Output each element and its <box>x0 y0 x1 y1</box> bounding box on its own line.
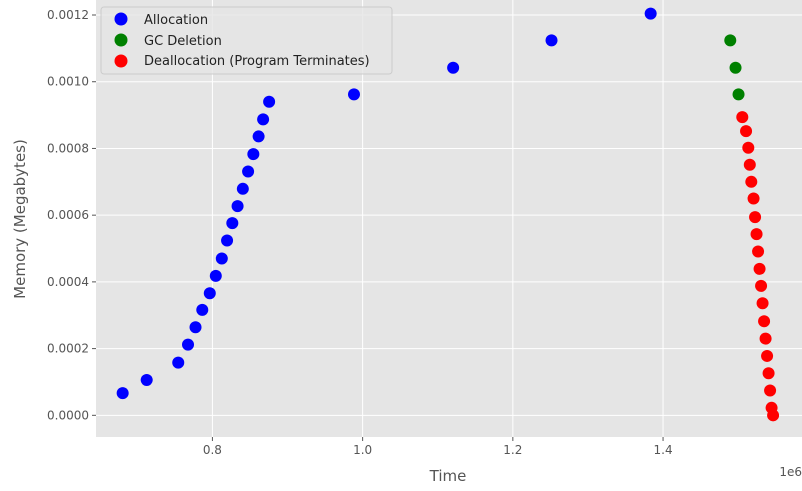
y-tick-label: 0.0000 <box>47 408 89 422</box>
data-point-allocation <box>257 113 270 126</box>
data-point-allocation <box>203 287 216 300</box>
data-point-allocation <box>545 34 558 47</box>
data-point-allocation <box>226 217 239 230</box>
data-point-gc-deletion <box>729 61 742 74</box>
legend-box <box>100 6 393 75</box>
data-point-deallocation-program-terminates <box>736 111 749 124</box>
y-tick-label: 0.0010 <box>47 75 89 89</box>
x-tick-label: 1.4 <box>654 443 673 457</box>
data-point-allocation <box>347 88 360 101</box>
data-points <box>116 7 780 422</box>
data-point-deallocation-program-terminates <box>745 175 758 188</box>
data-point-deallocation-program-terminates <box>762 367 775 380</box>
data-point-allocation <box>644 7 657 20</box>
y-tick-label: 0.0012 <box>47 8 89 22</box>
legend-label-allocation: Allocation <box>144 13 208 28</box>
data-point-deallocation-program-terminates <box>767 409 780 422</box>
data-point-allocation <box>189 321 202 334</box>
data-point-deallocation-program-terminates <box>755 279 768 292</box>
data-point-allocation <box>116 387 129 400</box>
data-point-allocation <box>242 165 255 178</box>
data-point-allocation <box>236 182 249 195</box>
legend-label-deallocation: Deallocation (Program Terminates) <box>144 54 370 69</box>
data-point-allocation <box>196 303 209 316</box>
x-tick-label: 1.0 <box>353 443 372 457</box>
data-point-allocation <box>215 252 228 265</box>
data-point-allocation <box>221 234 234 247</box>
data-point-deallocation-program-terminates <box>750 228 763 241</box>
x-axis-offset-label: 1e6 <box>779 465 802 479</box>
data-point-allocation <box>172 356 185 369</box>
data-point-deallocation-program-terminates <box>753 262 766 275</box>
data-point-allocation <box>231 200 244 213</box>
y-axis-ticks: 0.0000 0.0002 0.0004 0.0006 0.0008 0.0010 0.00… <box>47 8 96 422</box>
data-point-deallocation-program-terminates <box>742 141 755 154</box>
data-point-deallocation-program-terminates <box>743 158 756 171</box>
data-point-deallocation-program-terminates <box>752 245 765 258</box>
data-point-allocation <box>140 373 153 386</box>
data-point-deallocation-program-terminates <box>740 125 753 138</box>
data-point-deallocation-program-terminates <box>749 211 762 224</box>
data-point-gc-deletion <box>732 88 745 101</box>
y-tick-label: 0.0004 <box>47 275 89 289</box>
x-axis-label: Time <box>429 467 467 485</box>
x-tick-label: 0.8 <box>203 443 222 457</box>
y-tick-label: 0.0008 <box>47 141 89 155</box>
legend-marker-allocation <box>114 12 128 26</box>
data-point-deallocation-program-terminates <box>761 349 774 362</box>
data-point-deallocation-program-terminates <box>764 384 777 397</box>
legend-label-gc-deletion: GC Deletion <box>144 34 222 49</box>
data-point-gc-deletion <box>724 34 737 47</box>
data-point-allocation <box>182 338 195 351</box>
data-point-deallocation-program-terminates <box>747 192 760 205</box>
data-point-deallocation-program-terminates <box>758 315 771 328</box>
data-point-allocation <box>209 269 222 282</box>
data-point-allocation <box>247 148 260 161</box>
y-tick-label: 0.0006 <box>47 208 89 222</box>
y-tick-label: 0.0002 <box>47 342 89 356</box>
y-axis-label: Memory (Megabytes) <box>11 139 29 299</box>
data-point-deallocation-program-terminates <box>759 332 772 345</box>
legend: Allocation GC Deletion Deallocation (Pro… <box>100 6 393 75</box>
legend-marker-deallocation <box>114 54 128 68</box>
legend-marker-gc-deletion <box>114 33 128 47</box>
data-point-allocation <box>252 130 265 143</box>
grid-lines <box>96 0 802 437</box>
data-point-allocation <box>447 61 460 74</box>
x-tick-label: 1.2 <box>503 443 522 457</box>
data-point-deallocation-program-terminates <box>756 297 769 310</box>
data-point-allocation <box>263 95 276 108</box>
x-axis-ticks: 0.8 1.0 1.2 1.4 <box>203 437 673 457</box>
